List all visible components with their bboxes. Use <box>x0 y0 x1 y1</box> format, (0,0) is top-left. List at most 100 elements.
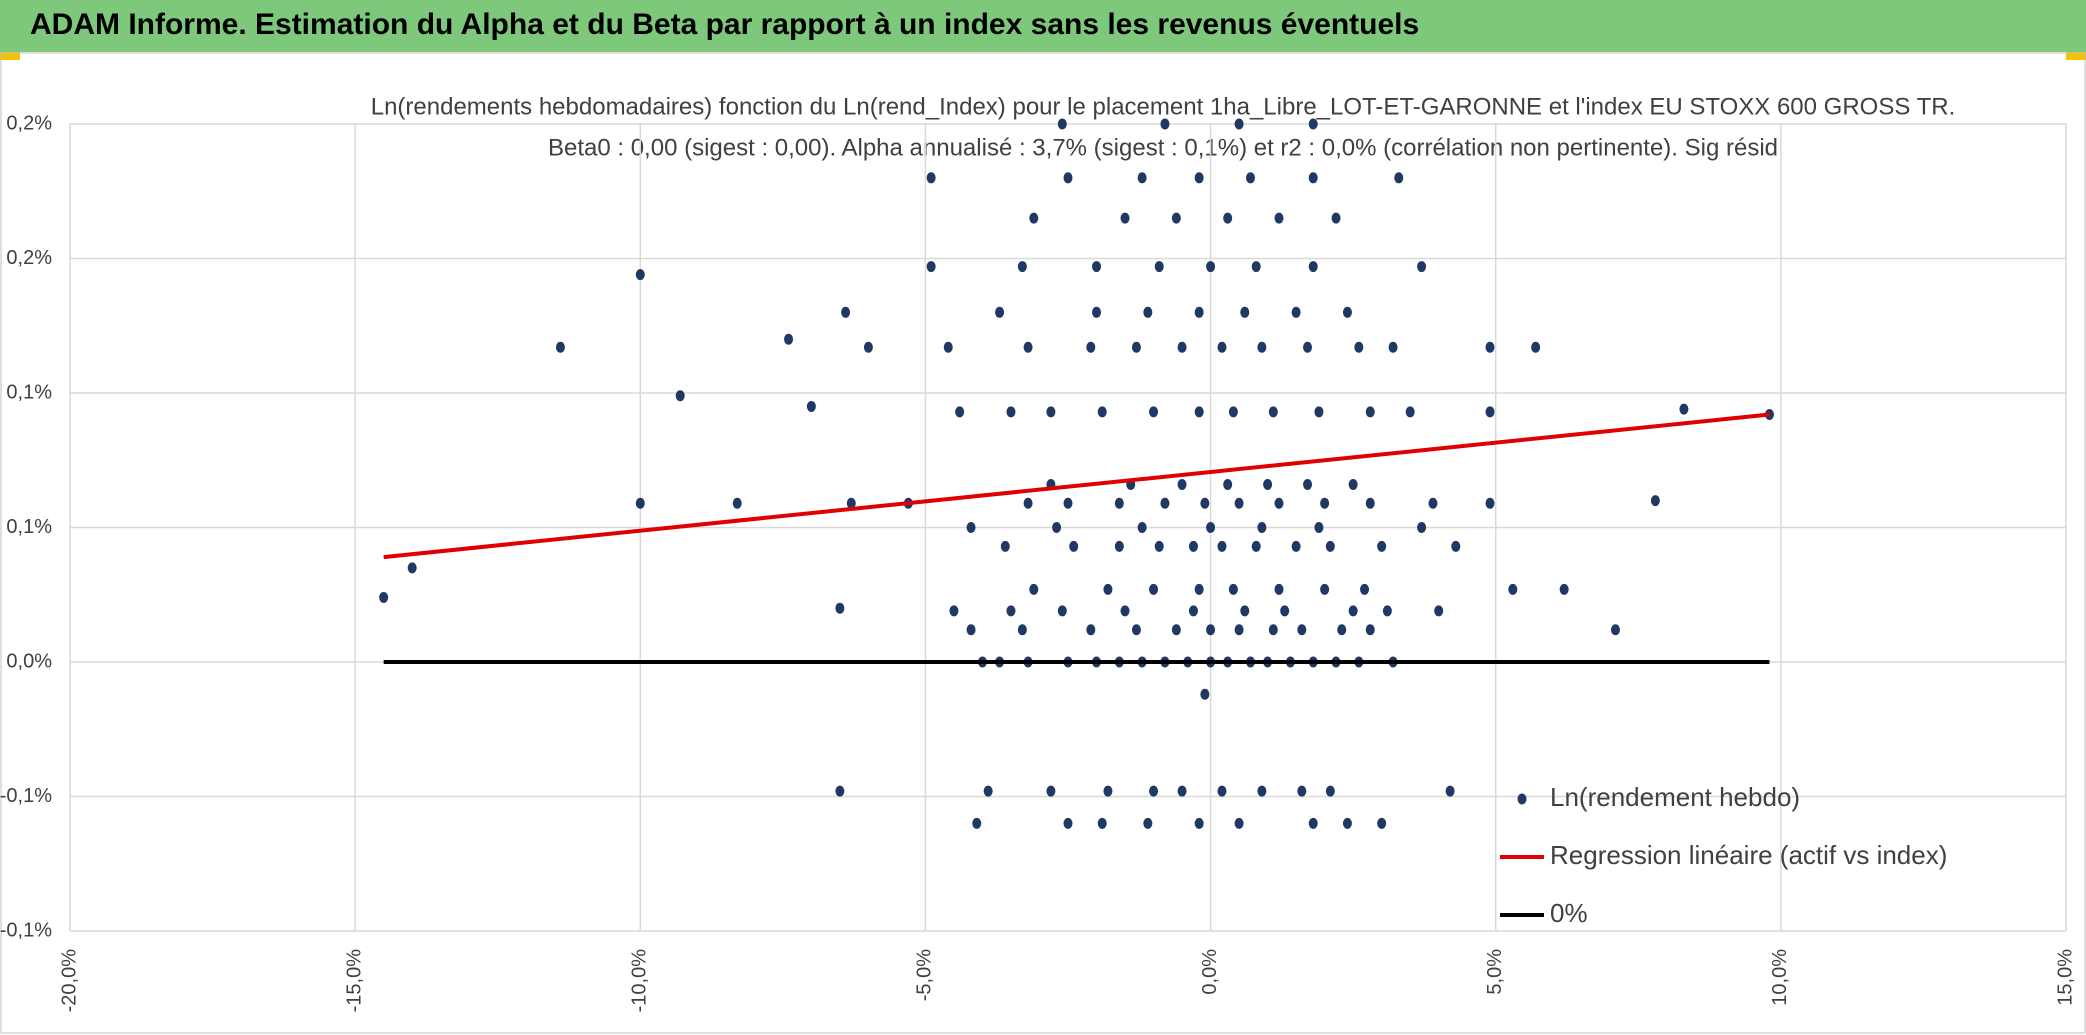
point <box>806 400 816 412</box>
point <box>983 785 993 797</box>
point <box>926 261 936 273</box>
x-tick-label: -10,0% <box>629 949 651 1013</box>
line <box>383 412 1770 560</box>
point <box>1365 406 1375 418</box>
point <box>1160 497 1170 509</box>
legend-label: Ln(rendement hebdo) <box>1550 782 1800 812</box>
point <box>555 341 565 353</box>
point <box>1217 540 1227 552</box>
y-tick-label: -0,1% <box>0 919 52 941</box>
point <box>1342 817 1352 829</box>
point <box>1274 497 1284 509</box>
point <box>1194 583 1204 595</box>
point <box>1303 478 1313 490</box>
point <box>1325 540 1335 552</box>
point <box>835 785 845 797</box>
point <box>1057 605 1067 617</box>
point <box>1154 540 1164 552</box>
point <box>966 522 976 533</box>
point <box>1006 406 1016 418</box>
point <box>1063 497 1073 509</box>
point <box>1531 341 1541 353</box>
point <box>732 497 742 509</box>
x-tick-label: 15,0% <box>2054 949 2076 1006</box>
y-tick-label: -0,1% <box>0 785 52 807</box>
y-tick-label: 0,2% <box>6 112 52 134</box>
point <box>1200 688 1210 700</box>
point <box>1120 605 1130 617</box>
point <box>1194 306 1204 318</box>
point <box>1206 522 1216 533</box>
point <box>1092 261 1102 273</box>
point <box>1268 406 1278 418</box>
point <box>1046 785 1056 797</box>
point <box>1194 817 1204 829</box>
point <box>1297 624 1307 636</box>
point <box>1029 583 1039 595</box>
x-tick-label: 10,0% <box>1769 949 1791 1006</box>
point <box>1240 306 1250 318</box>
point <box>1377 817 1387 829</box>
corner <box>0 52 20 60</box>
point <box>1650 495 1660 507</box>
point <box>1360 583 1370 595</box>
point <box>1131 624 1141 636</box>
point <box>1086 341 1096 353</box>
point <box>1149 406 1159 418</box>
point <box>1177 478 1187 490</box>
point <box>1092 306 1102 318</box>
point <box>1251 261 1261 273</box>
point <box>1365 497 1375 509</box>
point <box>1194 172 1204 184</box>
point <box>1274 583 1284 595</box>
point <box>1137 172 1147 184</box>
y-tick-label: 0,0% <box>6 650 52 672</box>
point <box>1017 624 1027 636</box>
point <box>1291 306 1301 318</box>
point <box>1177 341 1187 353</box>
point <box>1234 497 1244 509</box>
point <box>1023 497 1033 509</box>
point <box>1348 605 1358 617</box>
point <box>943 341 953 353</box>
point <box>972 817 982 829</box>
point <box>1206 261 1216 273</box>
point <box>1234 817 1244 829</box>
point <box>675 390 685 402</box>
legend-label: Regression linéaire (actif vs index) <box>1550 840 1947 870</box>
x-tick-label: -15,0% <box>343 949 365 1013</box>
point <box>1228 406 1238 418</box>
point <box>955 406 965 418</box>
point <box>1103 583 1113 595</box>
y-tick-label: 0,2% <box>6 247 52 269</box>
point <box>1017 261 1027 273</box>
point <box>1251 540 1261 552</box>
point <box>1120 212 1130 224</box>
point <box>1154 261 1164 273</box>
point <box>1308 817 1318 829</box>
point <box>863 341 873 353</box>
point <box>1188 605 1198 617</box>
point <box>1257 785 1267 797</box>
point <box>1245 172 1255 184</box>
point <box>1177 785 1187 797</box>
point <box>379 591 389 603</box>
point <box>1559 583 1569 595</box>
point <box>1610 624 1620 636</box>
point <box>1063 172 1073 184</box>
point <box>1234 624 1244 636</box>
point <box>1057 118 1067 130</box>
point <box>1000 540 1010 552</box>
point <box>1354 341 1364 353</box>
point <box>1171 624 1181 636</box>
y-tick-label: 0,1% <box>6 381 52 403</box>
point <box>635 269 645 281</box>
point <box>1348 478 1358 490</box>
point <box>1382 605 1392 617</box>
point <box>1063 817 1073 829</box>
legend-marker <box>1517 793 1527 805</box>
point <box>1160 118 1170 130</box>
point <box>1445 785 1455 797</box>
point <box>1223 212 1233 224</box>
